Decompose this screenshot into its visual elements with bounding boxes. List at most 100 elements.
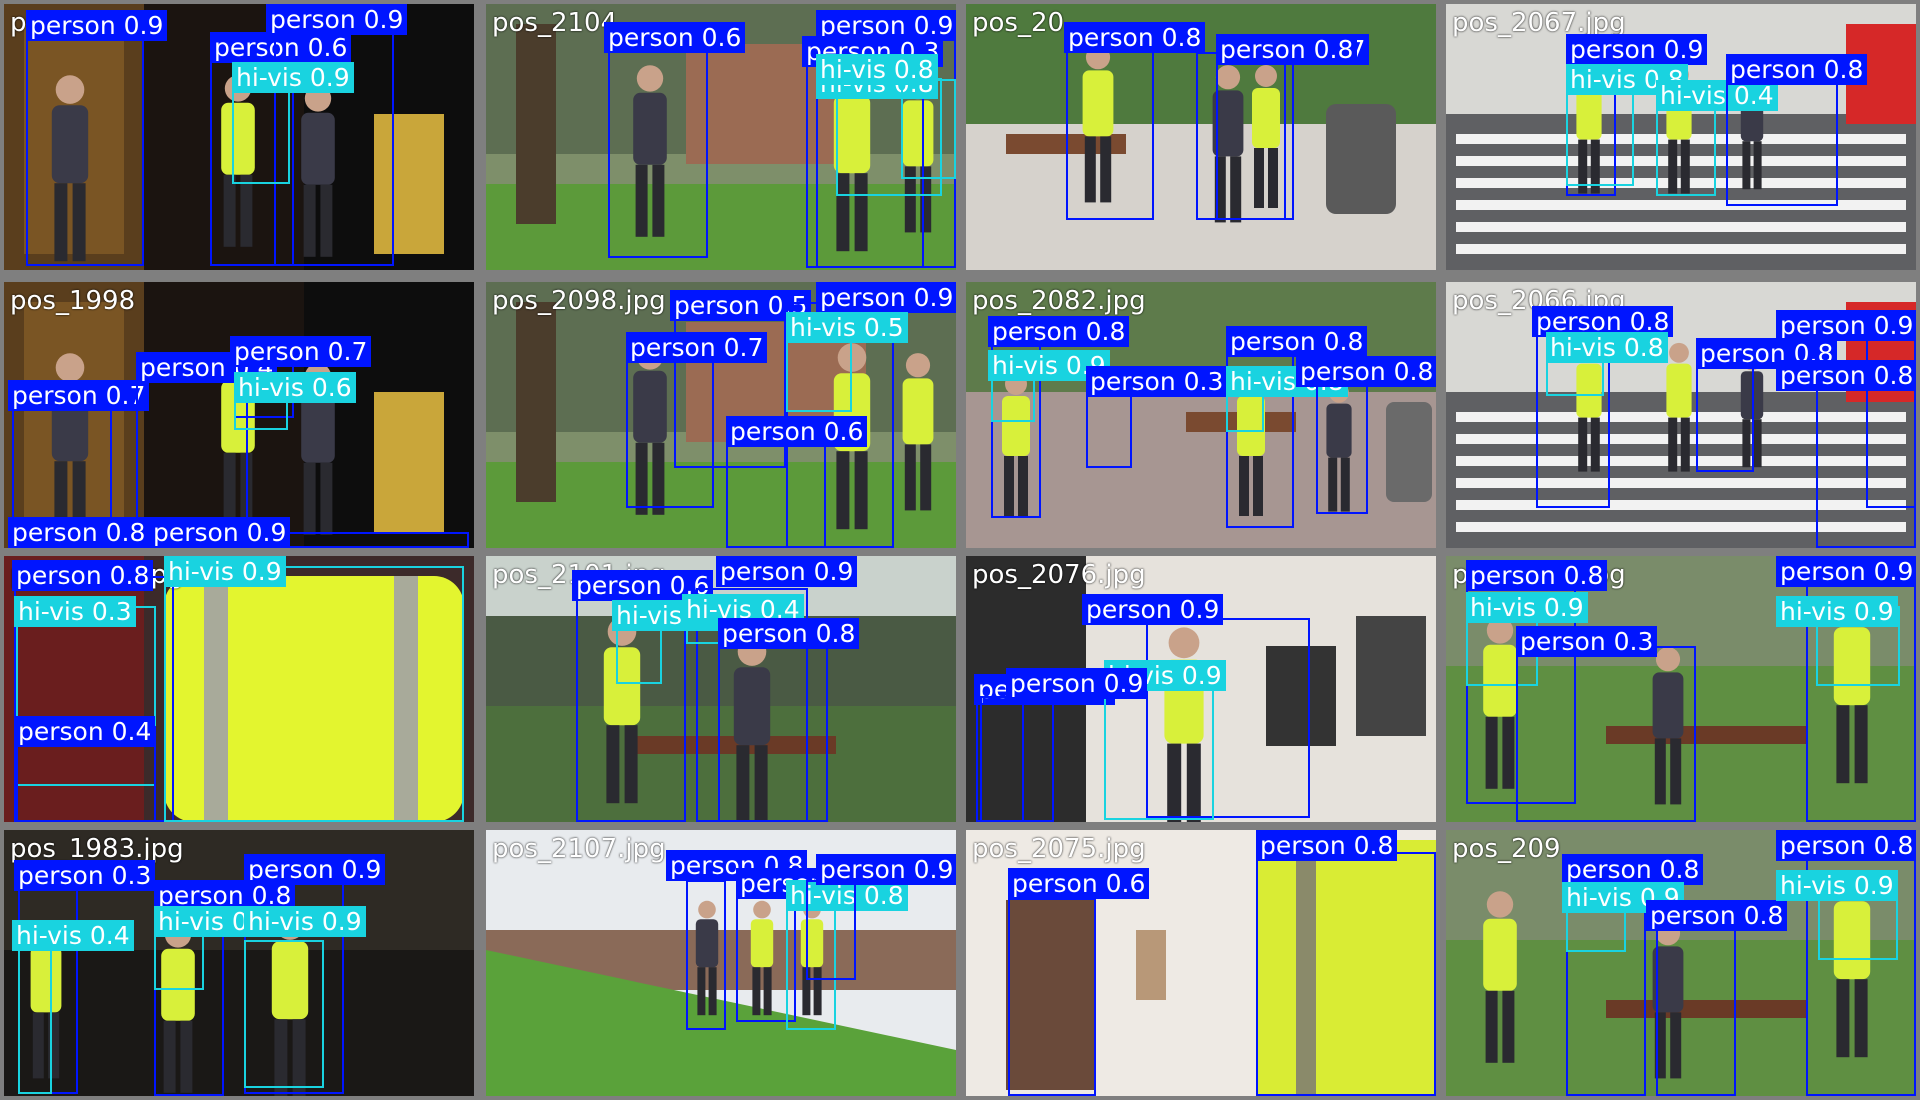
class-name: person: [1010, 669, 1096, 698]
person-bounding-box: [1066, 30, 1154, 220]
detection-label: person 0.4: [14, 716, 155, 747]
detection-label: person 0.8: [1466, 560, 1607, 591]
class-name: person: [820, 855, 906, 884]
person-bounding-box: [806, 880, 856, 980]
detection-label: hi-vis 0.9: [244, 906, 366, 937]
class-name: person: [1012, 869, 1098, 898]
confidence: 0.9: [247, 518, 287, 547]
confidence: 0.8: [106, 518, 146, 547]
detection-label: hi-vis 0.9: [1776, 596, 1898, 627]
confidence: 0.3: [112, 861, 152, 890]
detection-label: person 0.8: [718, 618, 859, 649]
detection-label: person 0.9: [149, 517, 290, 548]
detection-label: hi-vis 0.5: [786, 312, 908, 343]
class-name: hi-vis: [238, 373, 304, 402]
confidence: 0.8: [894, 55, 934, 84]
class-name: hi-vis: [1660, 81, 1726, 110]
image-tile: pos_2067.jpgperson 0.9hi-vis 0.8hi-vis 0…: [1446, 4, 1916, 270]
detection-label: person 0.8: [988, 316, 1129, 347]
class-name: person: [16, 561, 102, 590]
file-name-label: pos_2107.jpg: [492, 834, 666, 864]
image-tile: pos_2075.jpg person 0.6 person 0.8: [966, 830, 1436, 1096]
detection-label: person 0.7: [8, 380, 149, 411]
person-bounding-box: [1008, 898, 1096, 1096]
person-bounding-box: [1216, 52, 1294, 220]
confidence: 0.4: [90, 921, 130, 950]
file-name-label: pos_20: [972, 8, 1064, 38]
class-name: person: [1730, 55, 1816, 84]
detection-label: person 0.8: [1562, 854, 1703, 885]
confidence: 0.6: [312, 373, 352, 402]
class-name: hi-vis: [1780, 871, 1846, 900]
class-name: person: [234, 337, 320, 366]
confidence: 0.9: [1180, 595, 1220, 624]
class-name: person: [153, 518, 239, 547]
confidence: 0.7: [328, 337, 368, 366]
class-name: hi-vis: [1570, 65, 1636, 94]
image-tile: pos_2107.jpgperson 0.8person 0.8hi-vis 0…: [486, 830, 956, 1096]
detection-label: person 0.8: [1226, 326, 1367, 357]
class-name: person: [1650, 901, 1736, 930]
file-name-label: pos_1998: [10, 286, 135, 316]
class-name: person: [1086, 595, 1172, 624]
detection-label: person 0.6: [1008, 868, 1149, 899]
class-name: person: [18, 717, 104, 746]
class-name: person: [1780, 361, 1866, 390]
confidence: 0.8: [1394, 357, 1434, 386]
hi-vis-bounding-box: [786, 332, 852, 412]
confidence: 0.8: [816, 619, 856, 648]
detection-label: person 0.9: [716, 556, 857, 587]
class-name: person: [1090, 367, 1176, 396]
confidence: 0.8: [110, 561, 150, 590]
class-name: person: [674, 291, 760, 320]
detection-label: hi-vis 0.9: [1776, 870, 1898, 901]
class-name: person: [12, 381, 98, 410]
class-name: person: [992, 317, 1078, 346]
class-name: hi-vis: [992, 351, 1058, 380]
class-name: hi-vis: [790, 313, 856, 342]
class-name: person: [1230, 327, 1316, 356]
detection-label: hi-vis 0.4: [12, 920, 134, 951]
class-name: person: [1220, 35, 1306, 64]
detection-label: person 0.8: [1296, 356, 1436, 387]
person-bounding-box: [718, 634, 828, 822]
person-bounding-box: [1656, 920, 1736, 1096]
confidence: 0.8: [1624, 333, 1664, 362]
image-tile: pos_2066.jpg person 0.8 hi-vis 0.8 person 0…: [1446, 282, 1916, 548]
class-name: person: [1780, 311, 1866, 340]
confidence: 0.8: [1660, 855, 1700, 884]
confidence: 0.8: [1314, 35, 1354, 64]
confidence: 0.6: [702, 23, 742, 52]
detection-label: hi-vis 0.8: [1546, 332, 1668, 363]
confidence: 0.9: [322, 907, 362, 936]
detection-label: person 0.9: [816, 282, 956, 313]
class-name: person: [1260, 831, 1346, 860]
class-name: hi-vis: [1550, 333, 1616, 362]
confidence: 0.9: [1664, 35, 1704, 64]
detection-label: person 0.7: [626, 332, 767, 363]
confidence: 0.8: [1744, 901, 1784, 930]
confidence: 0.7: [724, 333, 764, 362]
person-bounding-box: [980, 696, 1024, 822]
class-name: person: [1470, 561, 1556, 590]
confidence: 0.3: [1614, 627, 1654, 656]
class-name: person: [1300, 357, 1386, 386]
confidence: 0.8: [1086, 317, 1126, 346]
person-bounding-box: [1256, 852, 1436, 1096]
confidence: 0.9: [1874, 557, 1914, 586]
person-bounding-box: [1816, 372, 1916, 548]
person-bounding-box: [274, 16, 394, 266]
detection-label: person 0.8: [1256, 830, 1397, 861]
image-tile: pos_1983.jpg person 0.3 person 0.9 person 0…: [4, 830, 474, 1096]
detection-label: person 0.8: [1646, 900, 1787, 931]
hi-vis-bounding-box: [18, 934, 52, 1094]
confidence: 0.9: [814, 557, 854, 586]
detection-label: person 0.7: [230, 336, 371, 367]
class-name: hi-vis: [16, 921, 82, 950]
confidence: 0.5: [864, 313, 904, 342]
hi-vis-bounding-box: [164, 566, 464, 822]
